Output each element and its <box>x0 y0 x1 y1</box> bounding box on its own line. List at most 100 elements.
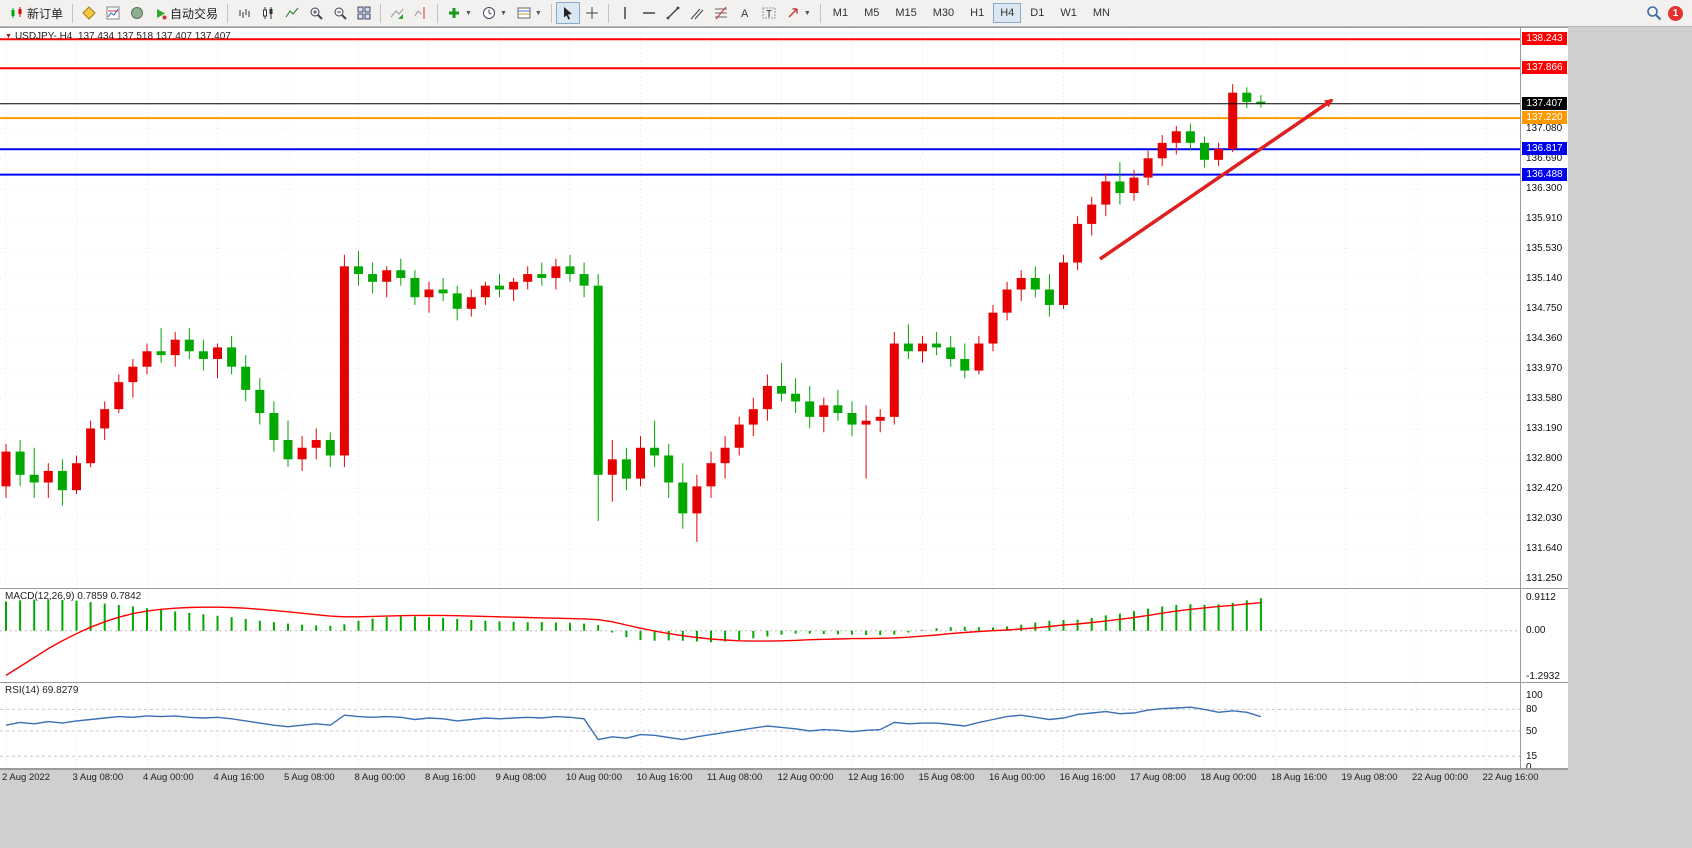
collapse-arrow-icon[interactable]: ▼ <box>5 33 12 40</box>
date-label: 3 Aug 08:00 <box>72 772 124 783</box>
zoom-out-icon <box>333 6 347 20</box>
timeframe-button-w1[interactable]: W1 <box>1053 3 1084 23</box>
price-axis[interactable]: 137.080 136.690 136.300 135.910 135.530 135.1… <box>1521 28 1568 588</box>
strategy-tester-button[interactable] <box>101 2 125 24</box>
date-label: 9 Aug 08:00 <box>495 772 547 783</box>
level-price-badge: 137.220 <box>1522 111 1567 125</box>
metaeditor-button[interactable] <box>77 2 101 24</box>
date-label: 18 Aug 00:00 <box>1200 772 1257 783</box>
timeframe-button-h4[interactable]: H4 <box>993 3 1022 23</box>
date-label: 2 Aug 2022 <box>2 772 51 783</box>
timeframe-button-m30[interactable]: M30 <box>926 3 961 23</box>
timeframe-button-d1[interactable]: D1 <box>1023 3 1051 23</box>
price-tick: 135.910 <box>1526 213 1563 225</box>
rsi-panel[interactable]: RSI(14) 69.8279 <box>0 683 1520 768</box>
cursor-button[interactable] <box>555 2 580 24</box>
notification-badge[interactable]: 1 <box>1668 5 1683 21</box>
channel-button[interactable] <box>685 2 709 24</box>
tile-windows-icon <box>357 6 371 20</box>
trendline-icon <box>666 6 680 20</box>
macd-tick: 0.00 <box>1526 624 1546 636</box>
new-order-button[interactable]: 新订单 <box>5 2 68 24</box>
text-button[interactable]: A <box>733 2 757 24</box>
price-tick: 137.080 <box>1526 122 1563 134</box>
trendline-button[interactable] <box>661 2 685 24</box>
arrows-button[interactable]: ▼ <box>781 2 816 24</box>
tile-windows-button[interactable] <box>352 2 376 24</box>
timeframe-button-h1[interactable]: H1 <box>963 3 991 23</box>
price-tick: 131.250 <box>1526 572 1563 584</box>
date-label: 16 Aug 16:00 <box>1059 772 1116 783</box>
level-price-badge: 137.866 <box>1522 61 1567 75</box>
macd-label: MACD(12,26,9) 0.7859 0.7842 <box>5 591 142 602</box>
price-tick: 132.800 <box>1526 453 1563 465</box>
svg-text:T: T <box>766 9 772 20</box>
line-chart-button[interactable] <box>280 2 304 24</box>
indicators-button[interactable]: ▼ <box>442 2 477 24</box>
bar-chart-button[interactable] <box>232 2 256 24</box>
horizontal-line-icon <box>642 6 656 20</box>
crosshair-icon <box>585 6 599 20</box>
autotrading-button[interactable]: 自动交易 <box>149 2 223 24</box>
timeframe-button-m1[interactable]: M1 <box>826 3 855 23</box>
date-label: 11 Aug 08:00 <box>707 772 763 783</box>
main-chart[interactable]: ▼ USDJPY-,H4 137.434 137.518 137.407 137.… <box>0 28 1520 588</box>
chevron-down-icon: ▼ <box>803 9 811 17</box>
date-label: 12 Aug 00:00 <box>777 772 834 783</box>
text-label-button[interactable]: T <box>757 2 781 24</box>
arrow-tool-icon <box>786 6 800 20</box>
crosshair-button[interactable] <box>580 2 604 24</box>
candlestick-chart-button[interactable] <box>256 2 280 24</box>
search-icon[interactable] <box>1646 5 1662 21</box>
fibonacci-button[interactable] <box>709 2 733 24</box>
auto-scroll-button[interactable] <box>385 2 409 24</box>
autotrading-icon <box>154 7 167 20</box>
rsi-tick: 50 <box>1526 726 1538 737</box>
price-tick: 134.360 <box>1526 332 1563 344</box>
date-label: 16 Aug 00:00 <box>989 772 1045 783</box>
candlestick-icon <box>261 6 275 20</box>
symbol-ohlc-label: ▼ USDJPY-,H4 137.434 137.518 137.407 137.… <box>5 31 231 42</box>
timeframe-button-m5[interactable]: M5 <box>857 3 886 23</box>
current-price-badge: 137.407 <box>1522 96 1567 110</box>
templates-button[interactable]: ▼ <box>512 2 547 24</box>
price-tick: 135.530 <box>1526 242 1563 254</box>
zoom-in-icon <box>309 6 323 20</box>
line-chart-icon <box>285 6 299 20</box>
panel-separator <box>0 768 1568 769</box>
price-tick: 136.690 <box>1526 153 1563 165</box>
date-label: 12 Aug 16:00 <box>848 772 904 783</box>
chevron-down-icon: ▼ <box>465 9 472 17</box>
macd-tick: 0.9112 <box>1526 592 1556 604</box>
journal-button[interactable] <box>125 2 149 24</box>
panel-separator[interactable] <box>0 682 1568 683</box>
separator <box>607 3 609 23</box>
clock-icon <box>482 6 496 20</box>
chart-shift-button[interactable] <box>409 2 433 24</box>
vertical-line-icon <box>618 6 632 20</box>
rsi-tick: 80 <box>1526 704 1538 716</box>
macd-panel[interactable]: MACD(12,26,9) 0.7859 0.7842 <box>0 589 1520 682</box>
toolbar: 新订单 自动交易 <box>0 0 1692 27</box>
price-tick: 133.970 <box>1526 363 1563 375</box>
templates-icon <box>517 6 531 20</box>
chevron-down-icon: ▼ <box>534 9 542 17</box>
periods-button[interactable]: ▼ <box>477 2 512 24</box>
timeframe-button-mn[interactable]: MN <box>1086 3 1117 23</box>
rsi-axis[interactable]: 100 80 50 150 <box>1521 683 1568 773</box>
date-label: 22 Aug 00:00 <box>1412 772 1468 783</box>
text-icon: A <box>738 6 752 20</box>
zoom-out-button[interactable] <box>328 2 352 24</box>
time-axis[interactable]: 2 Aug 2022 3 Aug 08:00 4 Aug 00:00 4 Aug 16… <box>0 769 1568 787</box>
metaeditor-icon <box>82 6 96 20</box>
date-label: 8 Aug 00:00 <box>354 772 406 783</box>
price-tick: 133.580 <box>1526 393 1563 405</box>
date-label: 19 Aug 08:00 <box>1341 772 1398 783</box>
macd-axis[interactable]: 0.9112 0.00 -1.2932 <box>1521 589 1568 682</box>
zoom-in-button[interactable] <box>304 2 328 24</box>
vertical-line-button[interactable] <box>613 2 637 24</box>
timeframe-button-m15[interactable]: M15 <box>888 3 923 23</box>
panel-separator[interactable] <box>0 588 1568 589</box>
date-label: 5 Aug 08:00 <box>284 772 335 783</box>
horizontal-line-button[interactable] <box>637 2 661 24</box>
